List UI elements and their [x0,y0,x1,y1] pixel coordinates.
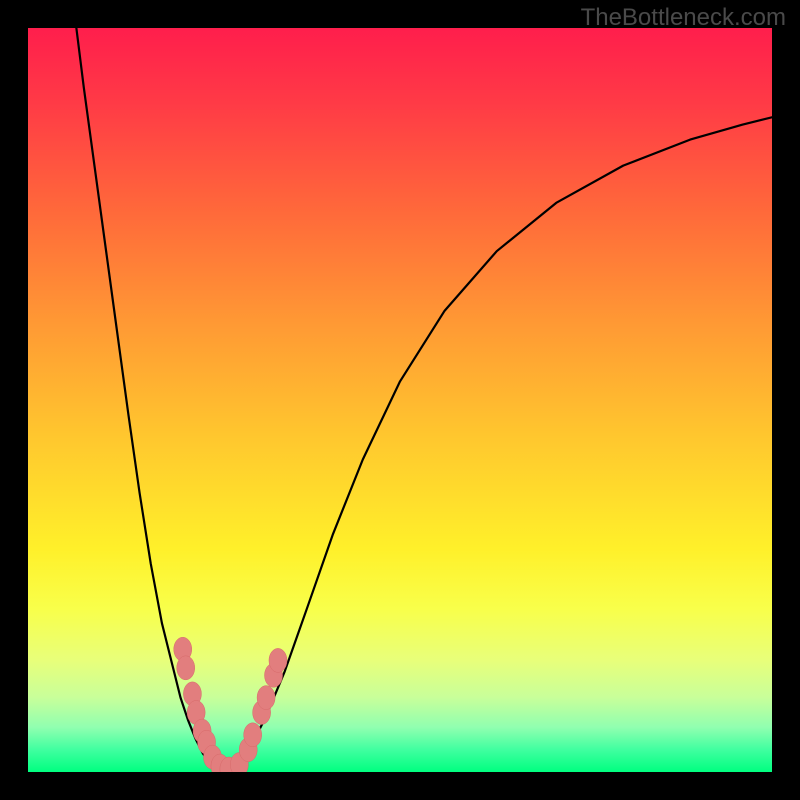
watermark-text: TheBottleneck.com [581,4,786,32]
marker-right-5 [269,648,287,672]
chart-svg [0,0,800,800]
chart-stage: TheBottleneck.com [0,0,800,800]
marker-left-1 [177,656,195,680]
chart-gradient-background [28,28,772,772]
marker-right-3 [257,686,275,710]
marker-right-1 [244,723,262,747]
